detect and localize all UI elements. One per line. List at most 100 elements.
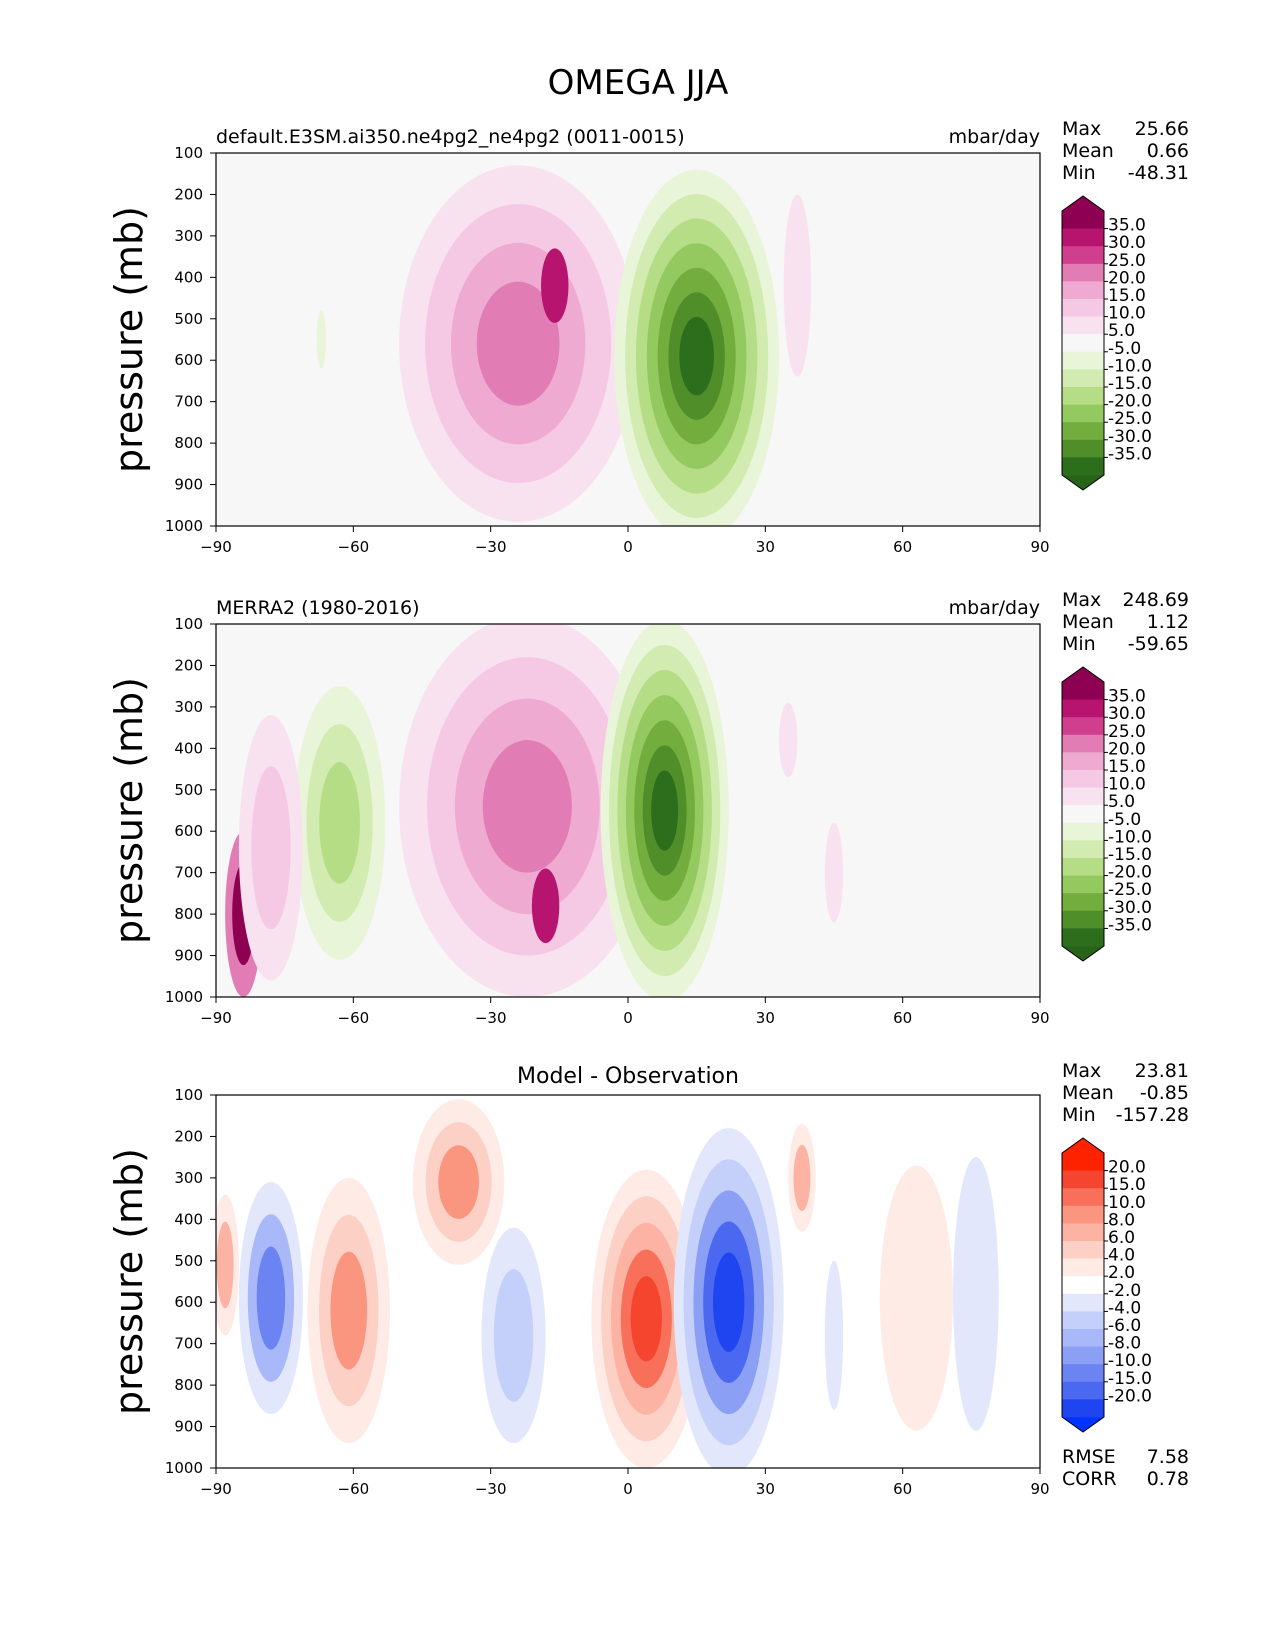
colorbar-top-triangle	[1062, 196, 1104, 211]
colorbar-swatch	[1062, 787, 1104, 806]
colorbar-label: 25.0	[1108, 251, 1146, 271]
colorbar-swatch	[1062, 717, 1104, 736]
colorbar-label: 10.0	[1108, 1193, 1146, 1213]
colorbar-label: -6.0	[1108, 1316, 1141, 1336]
y-tick-label: 800	[174, 1376, 203, 1394]
colorbar-swatch	[1062, 840, 1104, 859]
colorbar-label: 8.0	[1108, 1210, 1135, 1230]
contour-level-0-4	[630, 1276, 663, 1362]
stat-value: 0.66	[1147, 140, 1189, 162]
colorbar-swatch	[1062, 1223, 1104, 1242]
colorbar-label: -20.0	[1108, 863, 1152, 883]
colorbar-label: 20.0	[1108, 1158, 1146, 1178]
x-tick-label: 30	[756, 1480, 775, 1498]
colorbar-swatch	[1062, 211, 1104, 229]
contour-level-6-0	[779, 702, 798, 778]
colorbar: 35.030.025.020.015.010.05.0-5.0-10.0-15.…	[1061, 666, 1152, 962]
colorbar-swatch	[1062, 457, 1104, 476]
units-label: mbar/day	[949, 597, 1040, 619]
contour-level-2-6	[679, 316, 715, 396]
colorbar-outline	[1061, 666, 1105, 962]
contour-level-9-1	[216, 1221, 234, 1309]
colorbar-swatch	[1062, 439, 1104, 458]
x-tick-label: 90	[1030, 1480, 1049, 1498]
stat-value: 23.81	[1135, 1060, 1189, 1082]
colorbar-bottom-triangle	[1062, 946, 1104, 961]
colorbar-label: 6.0	[1108, 1228, 1135, 1248]
y-tick-label: 800	[174, 434, 203, 452]
colorbar-label: 20.0	[1108, 268, 1146, 288]
contour-level-3-2	[438, 1145, 479, 1219]
x-tick-label: 60	[893, 538, 912, 556]
colorbar-swatch	[1062, 682, 1104, 700]
y-tick-label: 800	[174, 905, 203, 923]
colorbar-label: -2.0	[1108, 1281, 1141, 1301]
colorbar-swatch	[1062, 422, 1104, 441]
stat-label: Mean	[1062, 140, 1114, 162]
y-tick-label: 700	[174, 1335, 203, 1353]
y-tick-label: 600	[174, 822, 203, 840]
colorbar-swatch	[1062, 281, 1104, 300]
colorbar-swatch	[1062, 263, 1104, 282]
colorbar-bottom-triangle	[1062, 475, 1104, 490]
y-tick-label: 100	[174, 1086, 203, 1104]
stat-label: Min	[1062, 633, 1096, 655]
colorbar-swatch	[1062, 228, 1104, 247]
contour-level-6-1	[793, 1144, 811, 1212]
colorbar-swatch	[1062, 875, 1104, 894]
colorbar-top-triangle	[1062, 667, 1104, 682]
x-tick-label: 60	[893, 1480, 912, 1498]
colorbar-swatch	[1062, 246, 1104, 265]
colorbar-swatch	[1062, 299, 1104, 317]
panel-title: default.E3SM.ai350.ne4pg2_ne4pg2 (0011-0…	[216, 126, 685, 148]
contour-level-10-0	[824, 1260, 844, 1410]
colorbar-swatch	[1062, 858, 1104, 876]
stat-value: 248.69	[1123, 589, 1189, 611]
y-tick-label: 300	[174, 227, 203, 245]
colorbar-label: 35.0	[1108, 216, 1146, 236]
contour-level-1-0	[541, 248, 569, 323]
figure-title: OMEGA JJA	[548, 63, 729, 103]
y-tick-label: 400	[174, 739, 203, 757]
colorbar-swatch	[1062, 1153, 1104, 1171]
y-tick-label: 1000	[165, 517, 203, 535]
y-axis-label: pressure (mb)	[107, 1148, 151, 1415]
y-tick-label: 300	[174, 1169, 203, 1187]
y-tick-label: 400	[174, 268, 203, 286]
colorbar-swatch	[1062, 699, 1104, 718]
colorbar-swatch	[1062, 910, 1104, 929]
contour-fills	[316, 165, 812, 526]
x-tick-label: 0	[623, 538, 633, 556]
colorbar-label: -30.0	[1108, 898, 1152, 918]
x-tick-label: −60	[338, 1480, 370, 1498]
colorbar-label: -10.0	[1108, 1351, 1152, 1371]
contour-level-1-4	[713, 1252, 745, 1352]
colorbar-swatch	[1062, 1381, 1104, 1400]
colorbar-label: 10.0	[1108, 304, 1146, 324]
colorbar-label: 20.0	[1108, 739, 1146, 759]
y-tick-label: 200	[174, 1127, 203, 1145]
x-tick-label: −30	[475, 538, 507, 556]
stat-value: -48.31	[1128, 162, 1189, 184]
panel-title: MERRA2 (1980-2016)	[216, 597, 420, 619]
y-tick-label: 900	[174, 947, 203, 965]
colorbar-swatch	[1062, 387, 1104, 405]
colorbar-label: -35.0	[1108, 444, 1152, 464]
contour-level-3-0	[783, 194, 812, 377]
colorbar-label: -30.0	[1108, 427, 1152, 447]
contour-level-5-2	[256, 1246, 286, 1350]
colorbar-label: 30.0	[1108, 704, 1146, 724]
colorbar-label: 15.0	[1108, 1175, 1146, 1195]
y-tick-label: 900	[174, 476, 203, 494]
y-tick-label: 500	[174, 1252, 203, 1270]
contour-fills	[225, 624, 844, 997]
y-tick-label: 100	[174, 615, 203, 633]
colorbar-swatch	[1062, 1241, 1104, 1259]
contour-level-7-0	[879, 1165, 954, 1431]
colorbar-label: 5.0	[1108, 792, 1135, 812]
colorbar-label: 30.0	[1108, 233, 1146, 253]
stat-label: Max	[1062, 1060, 1101, 1082]
